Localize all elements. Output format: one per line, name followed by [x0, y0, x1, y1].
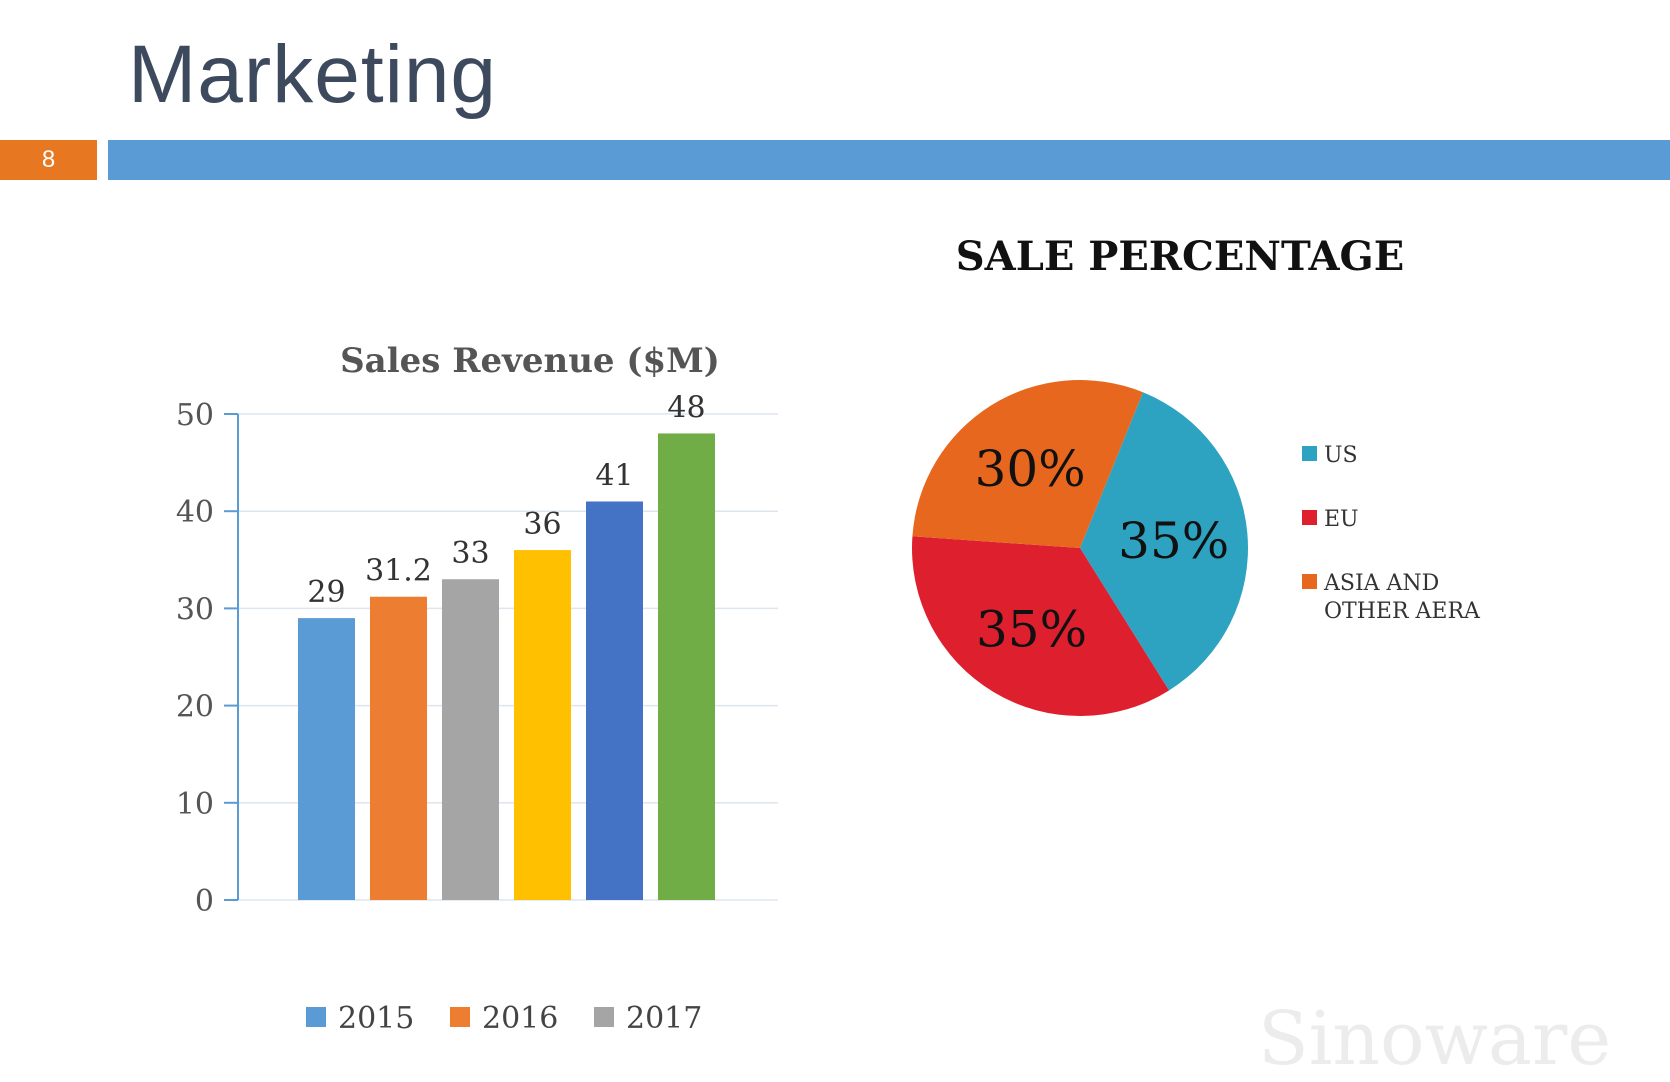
bar-data-label: 29: [307, 575, 345, 610]
bar: [658, 433, 715, 900]
bar-chart: Sales Revenue ($M) 0 10 20 30 40 50 29 31.2 33 3…: [176, 341, 778, 1036]
y-tick-label: 50: [176, 398, 214, 433]
y-tick-label: 40: [176, 495, 214, 530]
legend-label: 2017: [626, 1001, 702, 1036]
pie-slice: [912, 380, 1143, 548]
bar-chart-title: Sales Revenue ($M): [340, 341, 720, 381]
bar: [370, 596, 427, 900]
y-tick-label: 20: [176, 690, 214, 725]
pie-chart-legend: US EU ASIA AND OTHER AERA: [1302, 443, 1481, 624]
bar: [514, 550, 571, 900]
pie-legend-swatch: [1302, 446, 1317, 461]
pie-chart-title: SALE PERCENTAGE: [956, 233, 1404, 280]
y-tick-label: 0: [195, 884, 214, 919]
pie-slice-label: 35%: [976, 601, 1087, 659]
legend-swatch: [306, 1007, 326, 1027]
pie-legend-swatch: [1302, 574, 1317, 589]
bar: [442, 579, 499, 900]
bar-data-label: 33: [451, 536, 489, 571]
legend-swatch: [594, 1007, 614, 1027]
bar-data-label: 31.2: [365, 554, 432, 589]
pie-chart-slices: [912, 380, 1249, 717]
legend-swatch: [450, 1007, 470, 1027]
pie-legend-label: EU: [1324, 507, 1359, 532]
bar: [586, 501, 643, 900]
bar-chart-y-axis: 0 10 20 30 40 50: [176, 398, 239, 919]
pie-legend-label: ASIA AND: [1323, 571, 1439, 596]
bar-data-label: 36: [523, 507, 561, 542]
pie-slice-label: 35%: [1118, 512, 1229, 570]
y-tick-label: 30: [176, 592, 214, 627]
bar-chart-data-labels: 29 31.2 33 36 41 48: [307, 390, 705, 610]
legend-label: 2015: [338, 1001, 414, 1036]
pie-slice-label: 30%: [975, 440, 1086, 498]
slide-title: Marketing: [128, 29, 498, 120]
page-number-badge: 8: [0, 140, 97, 180]
pie-legend-swatch: [1302, 510, 1317, 525]
sinoware-watermark: Sinoware: [1258, 996, 1612, 1082]
bar: [298, 618, 355, 900]
pie-legend-label: OTHER AERA: [1324, 599, 1481, 624]
header-bar: [108, 140, 1670, 180]
y-tick-label: 10: [176, 787, 214, 822]
pie-chart-slice-labels: 35% 35% 30%: [975, 440, 1230, 658]
legend-label: 2016: [482, 1001, 558, 1036]
bar-data-label: 41: [595, 458, 633, 493]
pie-slice: [912, 536, 1170, 717]
bar-data-label: 48: [667, 390, 705, 425]
pie-slice: [1080, 392, 1249, 691]
bar-chart-bars: [298, 433, 715, 900]
pie-legend-label: US: [1324, 443, 1358, 468]
bar-chart-legend: 2015 2016 2017: [306, 1001, 702, 1036]
